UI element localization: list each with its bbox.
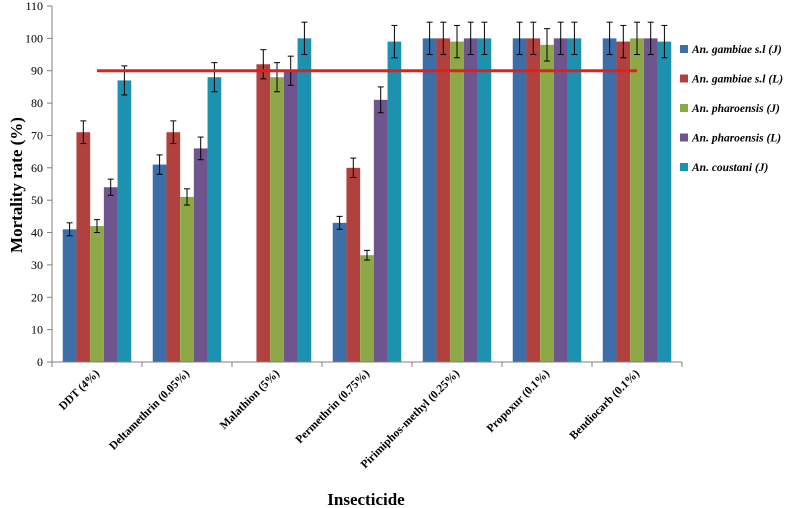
bar [360, 255, 374, 362]
legend-swatch [680, 45, 688, 53]
bar [630, 38, 644, 363]
y-tick-label: 10 [31, 323, 43, 337]
x-axis-title: Insecticide [327, 490, 405, 508]
bar [657, 41, 672, 362]
bar [616, 41, 631, 362]
bar [643, 38, 658, 363]
legend-swatch [680, 104, 688, 112]
legend: An. gambiae s.l (J) An. gambiae s.l (L) An… [680, 44, 783, 174]
y-axis-title: Mortality rate (%) [7, 117, 26, 253]
bar [387, 41, 402, 362]
bar [76, 132, 91, 362]
x-tick-labels: DDT (4%) Deltamethrin (0.05%) Malathion (5… [57, 368, 642, 471]
bar [526, 38, 541, 363]
legend-label: An. pharoensis (J) [691, 103, 780, 115]
bar [90, 226, 104, 362]
y-tick-label: 80 [31, 96, 43, 110]
bar [297, 38, 312, 363]
y-tick-label: 70 [31, 128, 43, 142]
bars-layer [62, 38, 672, 363]
bar [207, 77, 222, 362]
bar [463, 38, 478, 363]
y-tick-label: 60 [31, 161, 43, 175]
bar [450, 41, 464, 362]
x-tick-label: Pirimiphos-methyl (0.25%) [359, 368, 462, 471]
x-tick-label: DDT (4%) [57, 368, 102, 413]
legend-label: An. pharoensis (L) [691, 133, 781, 145]
y-tick-label: 30 [31, 258, 43, 272]
legend-label: An. gambiae s.l (J) [691, 44, 782, 56]
bar [602, 38, 617, 363]
x-tick-label: Malathion (5%) [218, 368, 282, 432]
bar [256, 64, 271, 362]
y-tick-label: 110 [25, 0, 43, 13]
bar [477, 38, 492, 363]
x-tick-label: Deltamethrin (0.05%) [107, 368, 192, 453]
error-bars-layer [66, 21, 668, 261]
bar [436, 38, 451, 363]
bar [422, 38, 437, 363]
bar [540, 44, 554, 363]
bar [152, 164, 167, 362]
y-tick-label: 100 [25, 31, 43, 45]
bar [193, 148, 208, 362]
bar [553, 38, 568, 363]
x-tick-label: Bendiocarb (0.1%) [568, 368, 643, 443]
y-tick-label: 20 [31, 290, 43, 304]
bar [180, 196, 194, 362]
legend-label: An. gambiae s.l (L) [691, 74, 783, 86]
legend-label: An. coustani (J) [691, 162, 769, 174]
bar [166, 132, 181, 362]
axes-layer [47, 5, 683, 367]
bar [373, 99, 388, 362]
y-tick-labels: 0 10 20 30 40 50 60 70 80 90 100 110 [25, 0, 43, 369]
x-tick-label: Propoxur (0.1%) [485, 368, 552, 435]
bar [512, 38, 527, 363]
legend-swatch [680, 163, 688, 171]
bar [283, 70, 298, 362]
bar [346, 167, 361, 362]
bar [270, 77, 284, 362]
x-tick-label: Permethrin (0.75%) [294, 368, 373, 447]
y-tick-label: 40 [31, 226, 43, 240]
y-tick-label: 0 [37, 355, 43, 369]
bar [103, 187, 118, 362]
bar [117, 80, 132, 362]
legend-swatch [680, 74, 688, 83]
legend-swatch [680, 133, 688, 142]
bar [62, 229, 77, 362]
y-tick-label: 90 [31, 64, 43, 78]
bar [567, 38, 582, 363]
bar [332, 222, 347, 362]
y-tick-label: 50 [31, 193, 43, 207]
